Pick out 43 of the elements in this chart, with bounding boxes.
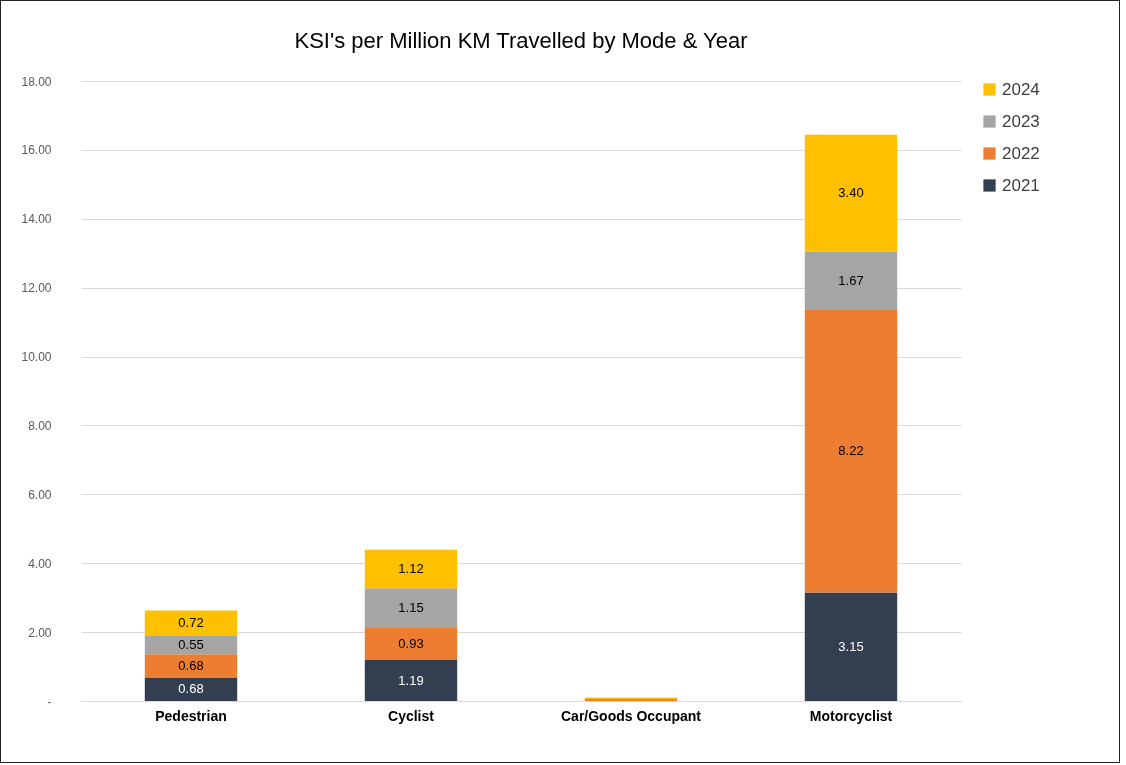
bar xyxy=(804,592,898,701)
data-label: 0.68 xyxy=(178,657,204,673)
bar xyxy=(804,134,898,252)
bar xyxy=(144,610,238,636)
legend-label: 2021 xyxy=(1002,175,1040,195)
x-tick-label: Cyclist xyxy=(388,707,435,724)
legend-label: 2023 xyxy=(1002,111,1040,131)
data-label: 0.72 xyxy=(178,614,204,630)
legend-label: 2022 xyxy=(1002,143,1040,163)
data-label: 1.67 xyxy=(838,272,864,288)
chart-title: KSI's per Million KM Travelled by Mode & Year xyxy=(294,28,748,53)
bar xyxy=(364,588,458,628)
y-tick-label: 12.00 xyxy=(21,281,52,296)
y-tick-label: 16.00 xyxy=(21,143,52,158)
bar xyxy=(144,654,238,678)
y-tick-label: 14.00 xyxy=(21,212,52,227)
data-label: 0.68 xyxy=(178,681,204,697)
bar xyxy=(364,549,458,589)
data-label: 0.55 xyxy=(178,636,204,652)
legend-label: 2024 xyxy=(1002,79,1040,99)
data-label: 1.19 xyxy=(398,672,424,688)
bar xyxy=(144,635,238,655)
data-label: 1.12 xyxy=(398,561,424,577)
y-tick-label: 8.00 xyxy=(28,418,52,433)
y-tick-label: - xyxy=(47,694,52,709)
data-label: 0.93 xyxy=(398,635,424,651)
y-tick-label: 4.00 xyxy=(28,556,52,571)
y-tick-label: 6.00 xyxy=(28,487,52,502)
data-label: 8.22 xyxy=(838,442,864,458)
bar xyxy=(804,309,898,593)
x-tick-label: Car/Goods Occupant xyxy=(560,707,702,724)
data-label: 3.15 xyxy=(838,638,864,654)
x-tick-label: Pedestrian xyxy=(155,707,227,724)
y-tick-label: 10.00 xyxy=(21,350,52,365)
bar xyxy=(144,677,238,701)
data-label: 3.40 xyxy=(838,185,864,201)
bar xyxy=(804,251,898,310)
data-label: 1.15 xyxy=(398,600,424,616)
bar xyxy=(364,627,458,661)
y-tick-label: 18.00 xyxy=(21,74,52,89)
bar xyxy=(364,660,458,701)
y-tick-label: 2.00 xyxy=(28,625,52,640)
x-tick-label: Motorcyclist xyxy=(809,707,893,724)
